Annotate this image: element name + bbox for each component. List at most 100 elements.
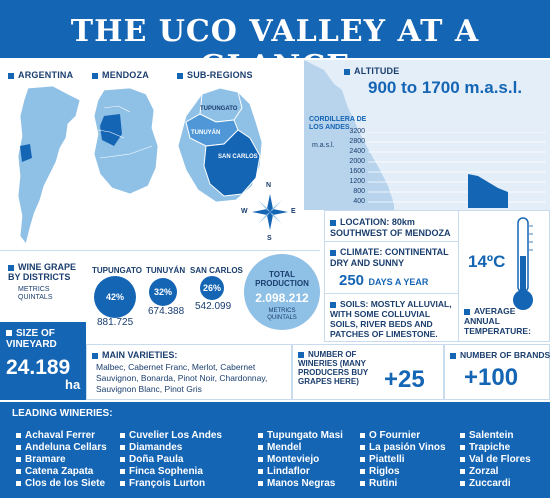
altitude-label: ALTITUDE [344,66,399,76]
winery-item: Finca Sophenia [120,466,222,478]
bullet-square-icon [8,264,14,271]
bullet-square-icon [120,432,125,438]
bullet-square-icon [16,432,21,438]
winery-item: Trapiche [460,442,531,454]
bullet-square-icon [177,72,183,79]
winery-item: O Fournier [360,430,446,442]
production-sub: METRICS QUINTALS [18,286,53,301]
bullet-square-icon [258,468,263,474]
bullet-square-icon [464,308,470,315]
district-name: SAN CARLOS [190,266,243,275]
winery-item: Diamandes [120,442,222,454]
compass-rose-icon [252,194,288,230]
winery-item: François Lurton [120,478,222,490]
winery-item: Zuccardi [460,478,531,490]
winery-item: Bramare [16,454,107,466]
winery-column: Achaval Ferrer Andeluna Cellars Bramare … [16,430,107,490]
winery-item: Cuvelier Los Andes [120,430,222,442]
bullet-square-icon [8,72,14,79]
bullet-square-icon [298,351,304,358]
bullet-square-icon [92,72,98,79]
bullet-square-icon [92,352,98,359]
bullet-square-icon [258,432,263,438]
bullet-square-icon [6,330,12,337]
tick-label: 400 [353,198,365,205]
district-name: TUPUNGATO [92,266,142,275]
vineyard-unit: ha [65,377,81,392]
tick-label: 2000 [349,158,365,165]
location-info: LOCATION: 80km SOUTHWEST OF MENDOZA [330,217,451,238]
temperature-label: AVERAGE ANNUAL TEMPERATURE: [464,306,531,336]
divider [324,241,458,242]
wineries-value: +25 [384,366,425,393]
altitude-gridlines [368,132,546,208]
mendoza-region-highlight [20,144,32,162]
vineyard-label: SIZE OF VINEYARD [6,328,57,350]
climate-info: CLIMATE: CONTINENTAL DRY AND SUNNY [330,247,449,268]
bullet-square-icon [16,456,21,462]
winery-item: Catena Zapata [16,466,107,478]
vineyard-panel [0,322,86,400]
wineries-frame [292,344,444,400]
varieties-label: MAIN VARIETIES: [92,350,177,360]
subregions-map [177,87,263,203]
district-value: 542.099 [195,301,232,312]
winery-item: Andeluna Cellars [16,442,107,454]
district-pct-circle: 32% [149,278,177,306]
winery-item: Piattelli [360,454,446,466]
mendoza-map [93,88,159,195]
sunny-days: 250 DAYS A YEAR [339,272,428,290]
winery-item: Salentein [460,430,531,442]
winery-column: Salentein Trapiche Val de Flores Zorzal … [460,430,531,490]
winery-column: O Fournier La pasión Vinos Piattelli Rig… [360,430,446,490]
bullet-square-icon [330,219,336,226]
leading-wineries-label: LEADING WINERIES: [12,408,113,419]
district-value: 881.725 [97,317,134,328]
bullet-square-icon [460,480,465,486]
bullet-square-icon [360,468,365,474]
bullet-square-icon [120,468,125,474]
bullet-square-icon [360,456,365,462]
compass-w: W [241,208,248,215]
divider [324,293,458,294]
tick-label: 2400 [349,148,365,155]
winery-column: Tupungato Masi Mendel Monteviejo Lindafl… [258,430,343,490]
winery-column: Cuvelier Los Andes Diamandes Doña Paula … [120,430,222,490]
production-divider [0,250,320,251]
bullet-square-icon [460,432,465,438]
winery-item: Clos de los Siete [16,478,107,490]
san-carlos-map-label: SAN CARLOS [218,154,258,160]
compass-n: N [266,182,272,189]
bullet-square-icon [330,301,336,308]
tick-label: 2800 [349,138,365,145]
bullet-square-icon [330,249,336,256]
winery-item: Tupungato Masi [258,430,343,442]
leading-wineries-panel [0,402,550,498]
tick-label: 3200 [349,128,365,135]
total-production-value: 2.098.212 [255,291,309,305]
altitude-unit: m.a.s.l. [312,142,335,149]
bullet-square-icon [258,456,263,462]
winery-item: Monteviejo [258,454,343,466]
vineyard-value: 24.189 [6,356,71,379]
production-label: WINE GRAPE BY DISTRICTS [8,262,77,282]
vertical-divider [458,210,459,342]
winery-item: Rutini [360,478,446,490]
argentina-map [17,86,81,245]
uco-valley-highlight [100,114,122,146]
varieties-text: Malbec, Cabernet Franc, Merlot, Cabernet… [96,362,268,394]
district-name: TUNUYÁN [146,266,186,275]
compass-s: S [267,235,272,242]
tunuyan-map-label: TUNUYÁN [191,130,221,136]
sunny-days-value: 250 [339,272,365,289]
san-carlos-region [203,129,261,197]
winery-item: La pasión Vinos [360,442,446,454]
subregions-label: SUB-REGIONS [177,70,253,80]
winery-item: Doña Paula [120,454,222,466]
bullet-square-icon [120,456,125,462]
tick-label: 800 [353,188,365,195]
mendoza-label: MENDOZA [92,70,149,80]
wineries-label: NUMBER OF WINERIES (MANY PRODUCERS BUY G… [298,350,369,386]
tupungato-map-label: TUPUNGATO [200,106,238,112]
